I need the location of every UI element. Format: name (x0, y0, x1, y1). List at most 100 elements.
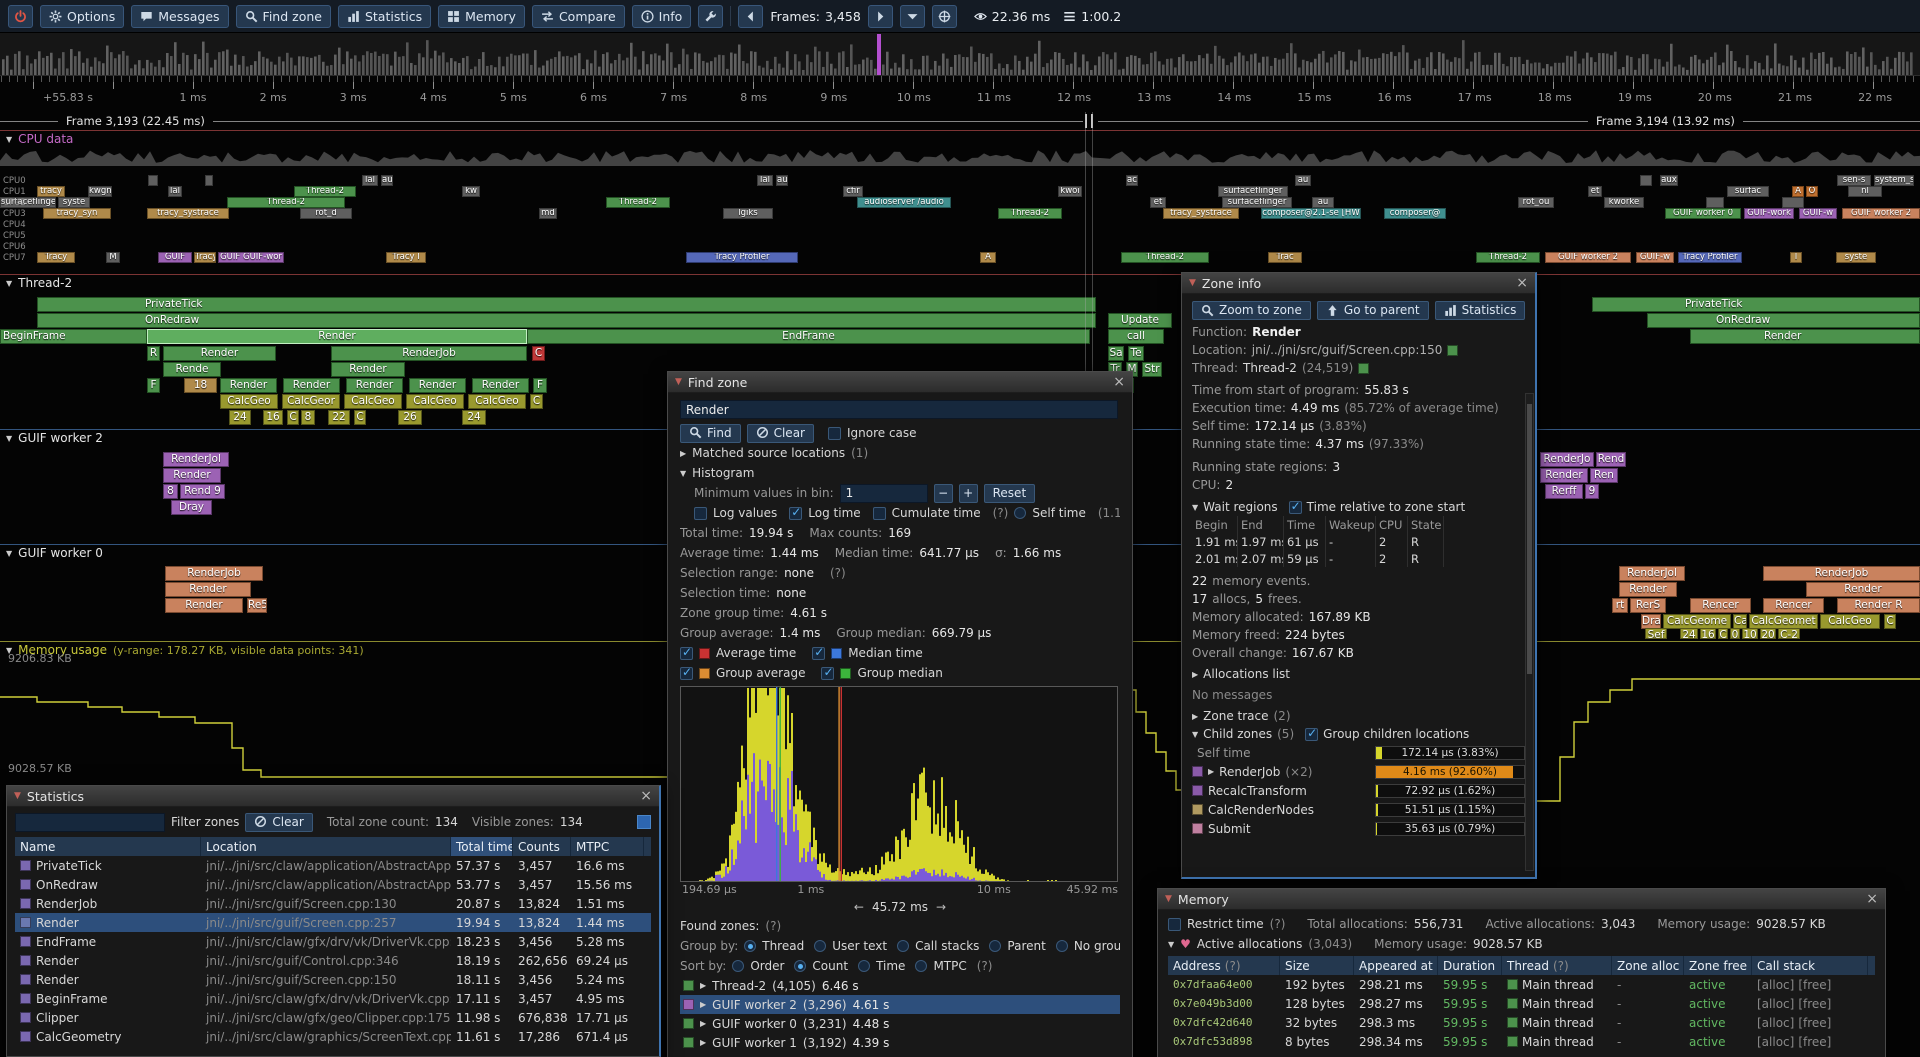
expand-icon[interactable]: ▶ (1192, 711, 1199, 721)
timeline-zone[interactable]: Rencer (1690, 598, 1751, 613)
timeline-zone[interactable]: RenderJol (1619, 566, 1685, 581)
child-zone-row[interactable]: Submit 35.63 μs (0.79%) (1192, 819, 1525, 838)
timeline-zone[interactable]: lal (168, 186, 182, 197)
timeline-zone[interactable]: C (354, 410, 366, 425)
sort-by-option-count[interactable] (794, 960, 807, 972)
histogram-plot[interactable] (680, 686, 1118, 882)
timeline-zone[interactable]: CalcGeo (406, 394, 464, 409)
timeline-zone[interactable]: ac (1126, 175, 1138, 186)
zone-info-button-statistics[interactable]: Statistics (1434, 300, 1525, 320)
toolbar-button-power[interactable] (8, 4, 33, 28)
toolbar-button-statistics[interactable]: Statistics (337, 4, 432, 28)
timeline-zone[interactable]: C-2 (1778, 628, 1800, 639)
timeline-zone[interactable]: Thread-2 (294, 186, 356, 197)
call-stack-link[interactable]: [free] (1798, 1015, 1832, 1030)
legend-checkbox[interactable] (680, 645, 693, 660)
column-header-call-stack[interactable]: Call stack (1752, 956, 1868, 975)
timeline-zone[interactable]: F (533, 378, 547, 393)
table-row[interactable]: Render jni/../jni/src/guif/Screen.cpp:150… (15, 970, 651, 989)
timeline-zone[interactable]: Dray (171, 500, 212, 515)
timeline-zone[interactable]: C (1718, 628, 1728, 639)
timeline-zone[interactable]: au (1295, 175, 1311, 186)
timeline-zone[interactable]: au (1312, 197, 1334, 208)
toolbar-button-tools[interactable] (698, 4, 724, 28)
timeline-zone[interactable]: Update (1108, 313, 1172, 328)
timeline-zone[interactable]: CalcGeomet (1749, 614, 1818, 629)
column-header-name[interactable]: Name (15, 837, 201, 856)
close-icon[interactable]: × (1866, 891, 1878, 907)
call-stack-link[interactable]: [alloc] (1757, 1015, 1795, 1030)
column-header-duration[interactable]: Duration (1438, 956, 1502, 975)
timeline-zone[interactable] (1706, 197, 1724, 208)
timeline-zone[interactable]: sen-s (1837, 175, 1871, 186)
collapse-icon[interactable]: ▼ (680, 468, 687, 478)
min-bin-input[interactable]: 1 (839, 483, 928, 503)
timeline-zone[interactable]: Sef (1645, 628, 1667, 639)
legend-checkbox[interactable] (821, 665, 835, 680)
timeline-zone[interactable]: rot_d (300, 208, 352, 219)
thread-color-square[interactable] (1358, 362, 1370, 374)
timeline-zone[interactable]: tracy (37, 186, 65, 197)
timeline-zone[interactable]: Render (220, 378, 277, 393)
group-by-option-user-text[interactable] (814, 940, 827, 952)
table-row[interactable]: Clipper jni/../jni/src/claw/gfx/geo/Clipp… (15, 1008, 651, 1027)
find-button[interactable]: Find (680, 423, 741, 443)
wait-region-row[interactable]: 2.01 ms 2.07 ms 59 μs -2 R (1192, 550, 1525, 567)
timeline-zone[interactable]: GUIF GUIF-wor (218, 252, 284, 263)
timeline-zone[interactable]: Render (147, 329, 527, 344)
decrease-button[interactable]: − (933, 483, 953, 503)
reset-button[interactable]: Reset (983, 483, 1036, 503)
timeline-zone[interactable]: cfir (843, 186, 863, 197)
collapse-icon[interactable]: ▼ (6, 433, 13, 443)
sort-by-option-mtpc[interactable] (915, 960, 928, 972)
toolbar-button-find-zone[interactable]: Find zone (235, 4, 331, 28)
timeline-zone[interactable]: Thread-2 (227, 197, 345, 208)
expand-icon[interactable]: ▶ (1208, 767, 1215, 776)
frame-dropdown-button[interactable] (899, 4, 925, 28)
timeline-zone[interactable]: composer@ (1384, 208, 1446, 219)
timeline-zone[interactable]: md (539, 208, 557, 219)
frame-markers[interactable]: Frame 3,193 (22.45 ms) Frame 3,194 (13.9… (0, 112, 1920, 130)
toolbar-button-options[interactable]: Options (40, 4, 125, 28)
table-row[interactable]: OnRedraw jni/../jni/src/claw/application/… (15, 875, 651, 894)
collapse-icon[interactable]: ▼ (6, 134, 13, 144)
timeline-zone[interactable]: kw (462, 186, 480, 197)
timeline-zone[interactable]: CalcGeome (1663, 614, 1731, 629)
timeline-zone[interactable]: RenderJob (165, 566, 263, 581)
collapse-icon[interactable]: ▼ (6, 548, 13, 558)
timeline-zone[interactable]: Render (472, 378, 529, 393)
timeline-zone[interactable]: 8 (163, 484, 178, 499)
timeline-zone[interactable] (148, 175, 158, 186)
clear-button[interactable]: Clear (746, 423, 814, 443)
collapse-icon[interactable]: ▼ (14, 791, 21, 801)
timeline-zone[interactable]: RenderJob (1763, 566, 1920, 581)
close-icon[interactable]: × (1516, 275, 1528, 291)
memory-titlebar[interactable]: ▼ Memory × (1158, 889, 1885, 910)
table-row[interactable]: CalcGeometry jni/../jni/src/claw/graphics… (15, 1027, 651, 1046)
call-stack-link[interactable]: [alloc] (1757, 996, 1795, 1011)
found-zone-group[interactable]: ▶ GUIF worker 1 (3,192) 4.39 s (680, 1033, 1120, 1052)
timeline-zone[interactable]: Render (1619, 582, 1677, 597)
group-by-option-call-stacks[interactable] (897, 940, 910, 952)
prev-frame-button[interactable] (738, 4, 764, 28)
timeline-zone[interactable]: O (1806, 186, 1818, 197)
timeline-zone[interactable]: GUIF-w (1636, 252, 1674, 263)
child-zone-row[interactable]: ▶ RenderJob (×2) 4.16 ms (92.60%) (1192, 762, 1525, 781)
timeline-zone[interactable]: kwoi (1058, 186, 1082, 197)
scrollbar[interactable] (1525, 393, 1534, 871)
collapse-icon[interactable]: ▼ (675, 377, 682, 387)
zone-info-button-zoom-to-zone[interactable]: Zoom to zone (1192, 300, 1311, 320)
timeline-zone[interactable]: GUIF worker 2 (1842, 208, 1920, 219)
timeline-zone[interactable]: syste (1836, 252, 1876, 263)
timeline-zone[interactable]: CalcGeor (282, 394, 340, 409)
timeline-zone[interactable]: Tracy I (386, 252, 426, 263)
table-row[interactable]: PrivateTick jni/../jni/src/claw/applicati… (15, 856, 651, 875)
column-header-location[interactable]: Location (201, 837, 451, 856)
collapse-icon[interactable]: ▼ (6, 645, 13, 655)
timeline-zone[interactable]: RerS (1630, 598, 1666, 613)
table-row[interactable]: 0x7dfc42d640 32 bytes 298.3 ms 59.95 s Main … (1168, 1013, 1875, 1032)
timeline-zone[interactable]: et (1588, 186, 1602, 197)
column-header-size[interactable]: Size (1280, 956, 1354, 975)
frame-overview-graph[interactable] (0, 33, 1920, 76)
timeline-zone[interactable]: Tracy Profiler (686, 252, 798, 263)
